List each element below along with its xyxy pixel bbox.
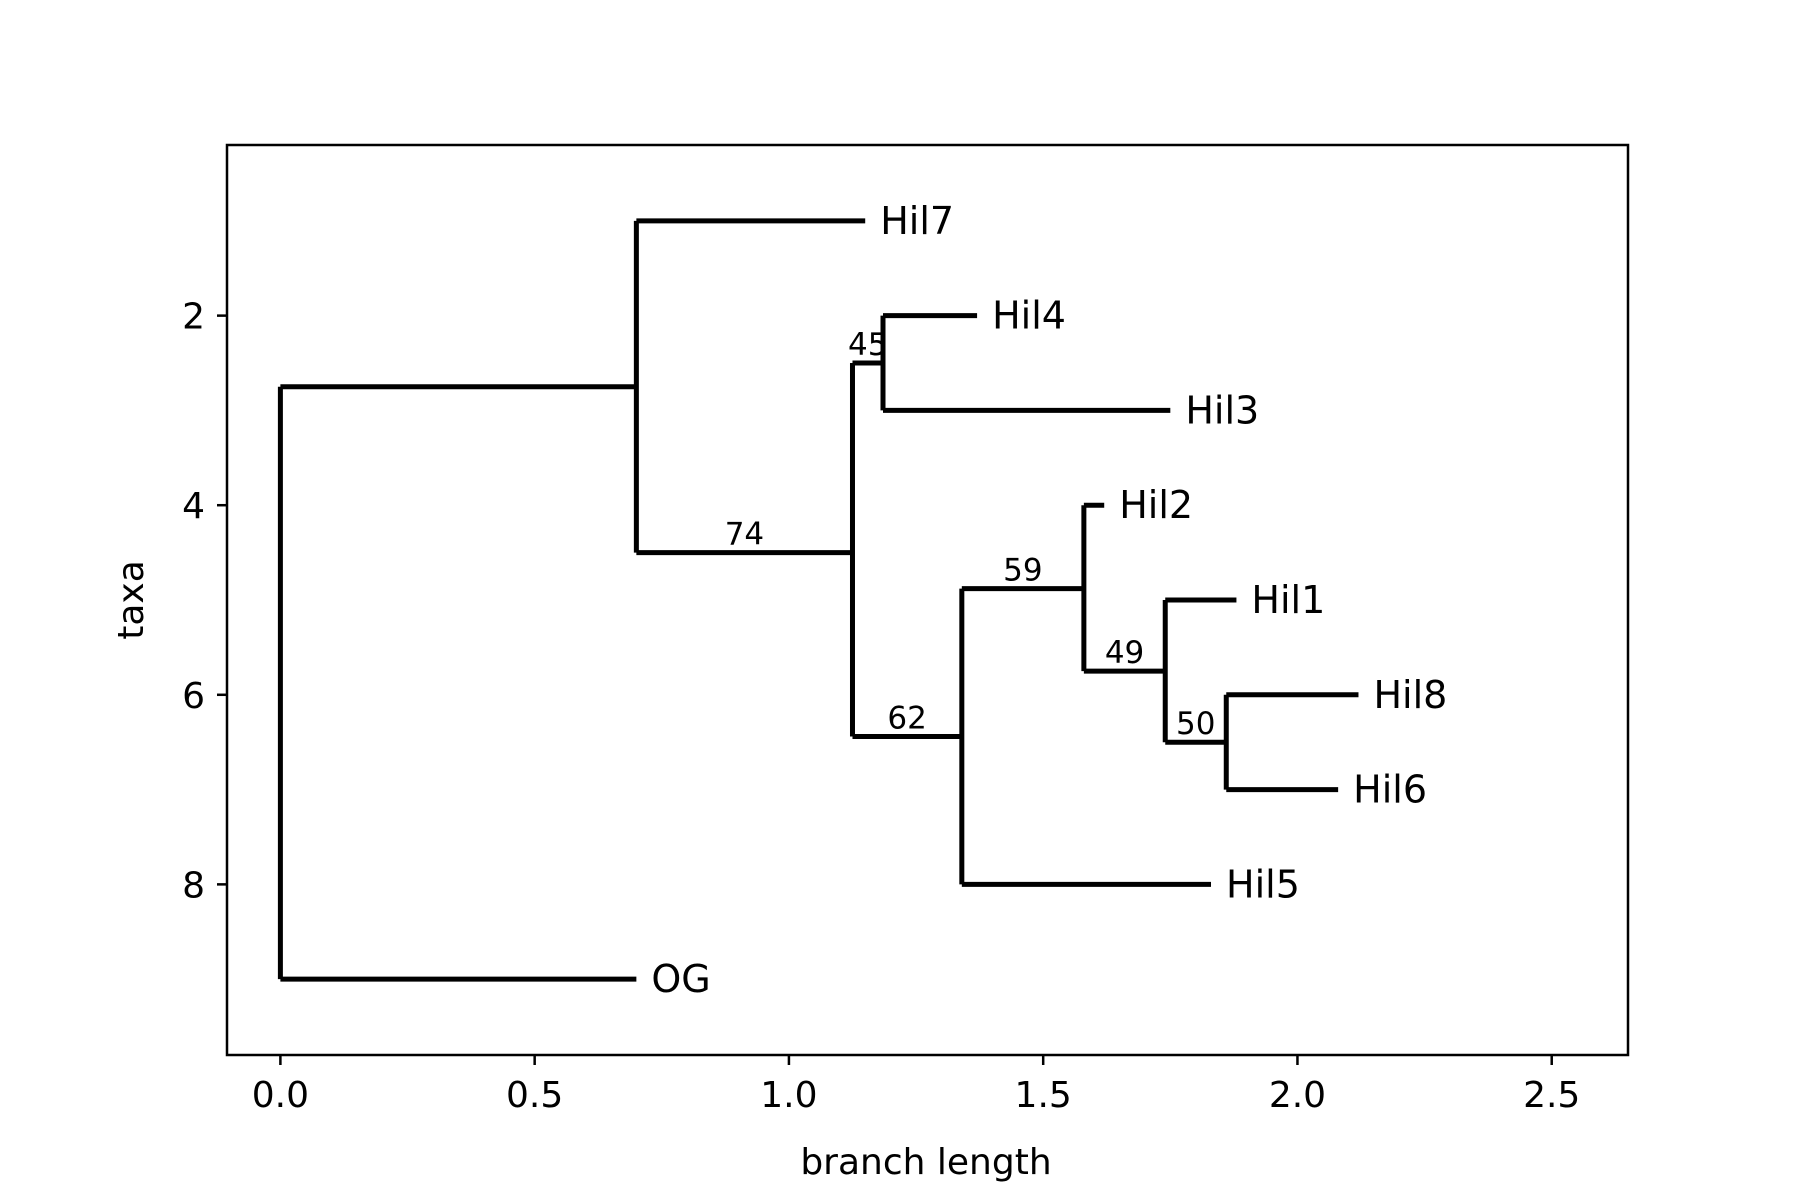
leaf-label-hil2: Hil2 — [1119, 483, 1193, 527]
y-axis-label: taxa — [111, 560, 152, 640]
support-label-n3: 45 — [848, 327, 887, 363]
y-tick-label: 6 — [182, 676, 205, 717]
y-axis: 2 4 6 8 — [182, 297, 227, 906]
leaf-labels: Hil7 Hil4 Hil3 Hil2 Hil1 Hil8 Hil6 Hil5 OG — [651, 199, 1447, 1001]
y-tick-label: 2 — [182, 297, 205, 338]
x-tick-label: 2.5 — [1523, 1075, 1580, 1116]
leaf-label-hil5: Hil5 — [1226, 862, 1300, 906]
leaf-label-hil8: Hil8 — [1373, 673, 1447, 717]
x-tick-label: 1.0 — [760, 1075, 817, 1116]
leaf-label-hil4: Hil4 — [992, 294, 1066, 338]
x-tick-label: 0.5 — [506, 1075, 563, 1116]
y-tick-label: 8 — [182, 865, 205, 906]
y-tick-label: 4 — [182, 486, 205, 527]
support-label-n4: 62 — [887, 701, 926, 737]
support-label-n6: 49 — [1105, 635, 1144, 671]
support-label-n7: 50 — [1176, 706, 1215, 742]
x-tick-label: 0.0 — [252, 1075, 309, 1116]
support-label-n2: 74 — [725, 517, 764, 553]
leaf-label-og: OG — [651, 957, 710, 1001]
leaf-label-hil6: Hil6 — [1353, 768, 1427, 812]
support-label-n5: 59 — [1003, 553, 1042, 589]
leaf-label-hil1: Hil1 — [1251, 578, 1325, 622]
x-tick-label: 2.0 — [1269, 1075, 1326, 1116]
x-axis: 0.0 0.5 1.0 1.5 2.0 2.5 — [252, 1055, 1580, 1116]
support-labels: 74 45 62 59 49 50 — [725, 327, 1216, 742]
x-axis-label: branch length — [800, 1142, 1051, 1183]
tree-branches — [277, 218, 1359, 982]
x-tick-label: 1.5 — [1015, 1075, 1072, 1116]
leaf-label-hil7: Hil7 — [880, 199, 954, 243]
leaf-label-hil3: Hil3 — [1185, 388, 1259, 432]
plot-frame — [225, 143, 1630, 1057]
